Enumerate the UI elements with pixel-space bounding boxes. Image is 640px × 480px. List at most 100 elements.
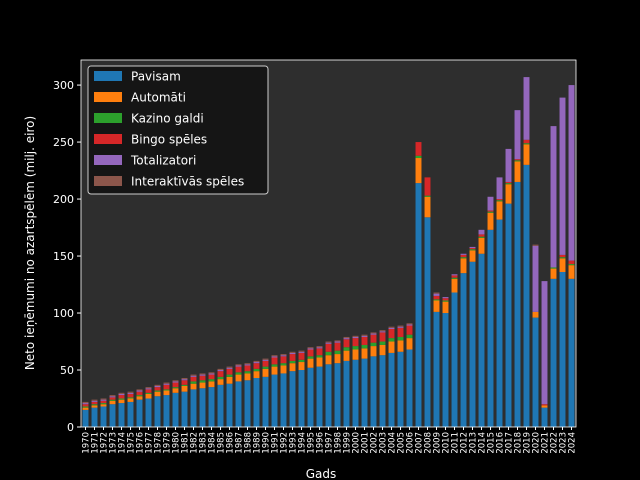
legend-label: Bingo spēles — [131, 133, 207, 147]
bar-segment — [451, 274, 458, 276]
bar-segment — [334, 340, 341, 342]
bar-segment — [208, 387, 215, 427]
bar-segment — [379, 355, 386, 427]
bar-segment — [397, 336, 404, 341]
x-tick-label: 1985 — [217, 432, 227, 454]
bar-segment — [154, 387, 161, 391]
x-tick-label: 1976 — [136, 432, 146, 454]
x-tick-label: 2001 — [361, 432, 371, 454]
bar-segment — [352, 335, 359, 337]
bar-segment — [388, 326, 395, 328]
bar-segment — [559, 271, 566, 427]
bar-segment — [478, 253, 485, 427]
bar-segment — [460, 254, 467, 258]
x-tick-label: 1998 — [334, 432, 344, 454]
bar-segment — [406, 325, 413, 335]
bar-segment — [235, 366, 242, 373]
bar-segment — [505, 184, 512, 204]
bar-segment — [361, 336, 368, 345]
bar-segment — [487, 229, 494, 427]
bar-segment — [433, 295, 440, 300]
bar-segment — [406, 334, 413, 339]
legend-swatch — [94, 155, 122, 165]
bar-segment — [316, 348, 323, 356]
bar-segment — [190, 383, 197, 390]
bar-segment — [343, 338, 350, 340]
x-tick-label: 1978 — [154, 432, 164, 454]
x-tick-label: 1993 — [289, 432, 299, 454]
x-tick-label: 2013 — [469, 432, 479, 454]
x-tick-label: 1984 — [208, 432, 218, 454]
x-tick-label: 2016 — [496, 432, 506, 454]
bar-segment — [244, 371, 251, 374]
x-tick-label: 1983 — [199, 432, 209, 454]
bar-segment — [514, 161, 521, 182]
bar-segment — [433, 300, 440, 312]
bar-segment — [424, 217, 431, 427]
bar-segment — [271, 374, 278, 427]
y-tick-label: 0 — [67, 421, 74, 434]
x-tick-label: 1981 — [181, 432, 191, 454]
bar-segment — [190, 374, 197, 376]
bar-segment — [415, 158, 422, 184]
bar-segment — [235, 374, 242, 382]
x-tick-label: 1982 — [190, 432, 200, 454]
x-tick-label: 2017 — [505, 432, 515, 454]
bar-segment — [397, 327, 404, 337]
bar-segment — [127, 393, 134, 398]
x-tick-label: 1980 — [172, 432, 182, 454]
bar-segment — [397, 326, 404, 328]
legend: Pavisam Automāti Kazino galdi Bingo spēles T… — [87, 65, 269, 195]
x-tick-label: 2019 — [523, 432, 533, 454]
legend-swatch — [94, 92, 122, 102]
x-tick-label: 1996 — [316, 432, 326, 454]
bar-segment — [100, 399, 107, 401]
bar-segment — [109, 404, 116, 427]
bar-segment — [136, 389, 143, 391]
x-tick-label: 1975 — [127, 432, 137, 454]
bar-segment — [226, 368, 233, 375]
x-axis-label: Gads — [306, 467, 337, 480]
bar-segment — [343, 350, 350, 361]
x-tick-label: 2002 — [370, 432, 380, 454]
bar-segment — [514, 160, 521, 162]
bar-segment — [217, 376, 224, 380]
bar-segment — [334, 350, 341, 355]
bar-segment — [505, 181, 512, 184]
bar-segment — [496, 200, 503, 202]
bar-segment — [163, 382, 170, 384]
bar-segment — [307, 367, 314, 427]
bar-segment — [253, 363, 260, 369]
bar-segment — [361, 344, 368, 349]
bar-segment — [415, 155, 422, 159]
bar-segment — [541, 281, 548, 405]
bar-segment — [244, 380, 251, 427]
bar-segment — [127, 392, 134, 394]
bar-segment — [406, 323, 413, 325]
bar-segment — [532, 245, 539, 312]
bar-segment — [415, 183, 422, 427]
bar-segment — [442, 301, 449, 314]
x-tick-label: 1989 — [253, 432, 263, 454]
bar-segment — [172, 392, 179, 427]
bar-segment — [370, 356, 377, 427]
bar-segment — [406, 349, 413, 427]
bar-segment — [244, 373, 251, 381]
bar-segment — [406, 338, 413, 350]
bar-segment — [316, 355, 323, 358]
bar-segment — [514, 110, 521, 160]
bar-segment — [298, 352, 305, 360]
y-tick-label: 300 — [53, 79, 74, 92]
bar-segment — [316, 347, 323, 349]
bar-segment — [271, 356, 278, 358]
bar-segment — [271, 366, 278, 375]
bar-segment — [280, 356, 287, 364]
bar-segment — [226, 366, 233, 368]
bar-segment — [118, 393, 125, 396]
x-tick-label: 2000 — [352, 432, 362, 454]
bar-segment — [496, 219, 503, 427]
bar-segment — [298, 359, 305, 363]
bar-segment — [82, 403, 89, 405]
x-tick-label: 1977 — [145, 432, 155, 454]
bar-segment — [460, 258, 467, 274]
